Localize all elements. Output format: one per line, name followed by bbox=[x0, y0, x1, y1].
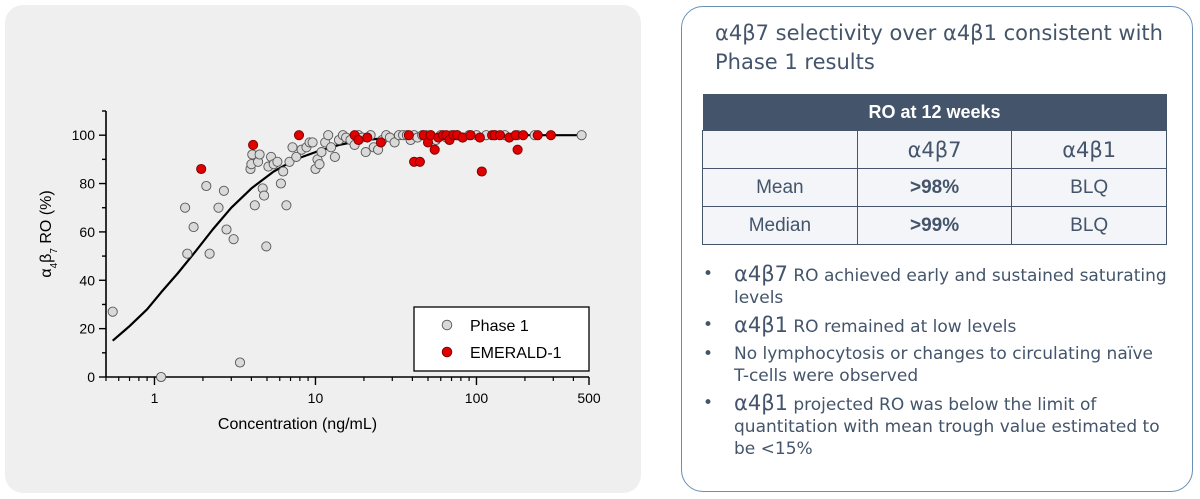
legend-emerald1-marker bbox=[441, 346, 453, 358]
emerald1-point bbox=[375, 137, 386, 148]
table-row: Mean >98% BLQ bbox=[702, 168, 1167, 207]
phase1-point bbox=[275, 178, 286, 189]
phase1-point bbox=[323, 130, 334, 141]
emerald1-point bbox=[248, 139, 259, 150]
phase1-point bbox=[234, 357, 246, 368]
table-title: RO at 12 weeks bbox=[702, 94, 1167, 131]
phase1-point bbox=[254, 149, 265, 160]
bullet-symbol: α4β1 bbox=[734, 391, 788, 415]
phase1-point bbox=[156, 371, 167, 383]
phase1-point bbox=[278, 166, 289, 177]
col-a4b1-header: α4β1 bbox=[1011, 130, 1167, 169]
x-tick-label: 10 bbox=[308, 390, 324, 406]
phase1-point bbox=[182, 248, 193, 259]
legend-phase1-marker bbox=[441, 319, 453, 331]
bullet-symbol: α4β7 bbox=[734, 262, 788, 286]
y-tick-label: 20 bbox=[79, 321, 95, 337]
emerald1-point bbox=[293, 130, 305, 141]
y-tick-label: 100 bbox=[72, 127, 96, 143]
y-tick-label: 80 bbox=[79, 176, 95, 192]
table-header-row: α4β7 α4β1 bbox=[702, 130, 1167, 169]
phase1-point bbox=[284, 156, 295, 167]
legend-box bbox=[413, 306, 590, 372]
emerald1-point bbox=[532, 130, 543, 141]
y-tick-label: 0 bbox=[87, 369, 95, 385]
empty-cell bbox=[702, 130, 858, 169]
y-tick-label: 40 bbox=[79, 272, 95, 288]
phase1-point bbox=[314, 159, 325, 170]
bullet-text: RO achieved early and sustained saturati… bbox=[734, 266, 1167, 308]
bullet-text: RO remained at low levels bbox=[787, 317, 1017, 337]
phase1-point bbox=[316, 147, 327, 158]
x-tick-label: 1 bbox=[151, 390, 159, 406]
phase1-point bbox=[272, 156, 283, 167]
emerald1-point bbox=[512, 144, 523, 155]
phase1-point bbox=[259, 190, 270, 201]
legend-phase1-label: Phase 1 bbox=[470, 318, 529, 335]
emerald1-point bbox=[476, 166, 487, 177]
phase1-point bbox=[218, 185, 229, 196]
bullet-text: No lymphocytosis or changes to circulati… bbox=[734, 344, 1153, 386]
emerald1-point bbox=[474, 132, 485, 143]
x-tick-label: 500 bbox=[577, 390, 601, 406]
legend-emerald1-label: EMERALD-1 bbox=[470, 345, 562, 362]
emerald1-point bbox=[362, 132, 373, 143]
headline: α4β7 selectivity over α4β1 consistent wi… bbox=[715, 21, 1163, 74]
emerald1-point bbox=[196, 163, 207, 175]
phase1-point bbox=[281, 200, 292, 211]
median-a4b1-value: BLQ bbox=[1011, 206, 1167, 245]
phase1-point bbox=[107, 306, 118, 317]
bullet-list: α4β7 RO achieved early and sustained sat… bbox=[702, 263, 1172, 465]
phase1-point bbox=[576, 130, 587, 141]
phase1-point bbox=[221, 224, 232, 235]
phase1-point bbox=[180, 202, 191, 213]
ro-concentration-chart: 0 20 40 60 80 100 1 10 100 500 Concentration (ng/m… bbox=[38, 110, 601, 433]
x-axis-label: Concentration (ng/mL) bbox=[218, 416, 377, 433]
phase1-point bbox=[213, 202, 224, 213]
emerald1-point bbox=[403, 130, 414, 141]
phase1-point bbox=[204, 248, 215, 259]
phase1-point bbox=[291, 151, 302, 162]
phase1-point bbox=[249, 200, 260, 211]
bullet-symbol: α4β1 bbox=[734, 313, 788, 337]
emerald1-point bbox=[465, 130, 476, 141]
phase1-point bbox=[287, 142, 298, 153]
summary-panel: α4β7 selectivity over α4β1 consistent wi… bbox=[681, 6, 1193, 492]
emerald1-point bbox=[518, 130, 529, 141]
list-item: α4β1 RO remained at low levels bbox=[702, 314, 1172, 338]
phase1-point bbox=[201, 180, 212, 192]
row-label-mean: Mean bbox=[702, 168, 858, 207]
phase1-point bbox=[329, 151, 340, 162]
phase1-point bbox=[307, 137, 318, 148]
emerald1-point bbox=[429, 144, 440, 155]
phase1-point bbox=[261, 241, 272, 252]
list-item: α4β1 projected RO was below the limit of… bbox=[702, 392, 1172, 460]
y-axis-label: α4β7 RO (%) bbox=[38, 190, 60, 277]
emerald1-point bbox=[545, 130, 556, 141]
phase1-point bbox=[360, 147, 371, 158]
median-a4b7-value: >99% bbox=[856, 206, 1013, 245]
phase1-point bbox=[228, 234, 239, 245]
bullet-text: projected RO was below the limit of quan… bbox=[734, 395, 1160, 459]
list-item: No lymphocytosis or changes to circulati… bbox=[702, 343, 1172, 387]
col-a4b7-header: α4β7 bbox=[856, 130, 1013, 169]
phase1-point bbox=[188, 222, 199, 233]
x-tick-label: 100 bbox=[465, 390, 489, 406]
ro-table: RO at 12 weeks α4β7 α4β1 Mean >98% BLQ M… bbox=[702, 94, 1167, 245]
emerald1-point bbox=[494, 130, 506, 141]
y-tick-label: 60 bbox=[79, 224, 95, 240]
emerald1-point bbox=[353, 134, 364, 146]
row-label-median: Median bbox=[702, 206, 858, 245]
mean-a4b7-value: >98% bbox=[856, 168, 1013, 207]
phase1-point bbox=[326, 142, 337, 153]
table-row: Median >99% BLQ bbox=[702, 206, 1167, 245]
emerald1-point bbox=[414, 156, 425, 167]
list-item: α4β7 RO achieved early and sustained sat… bbox=[702, 263, 1172, 309]
chart-panel: 0 20 40 60 80 100 1 10 100 500 Concentration (ng/m… bbox=[5, 5, 641, 493]
mean-a4b1-value: BLQ bbox=[1011, 168, 1167, 207]
